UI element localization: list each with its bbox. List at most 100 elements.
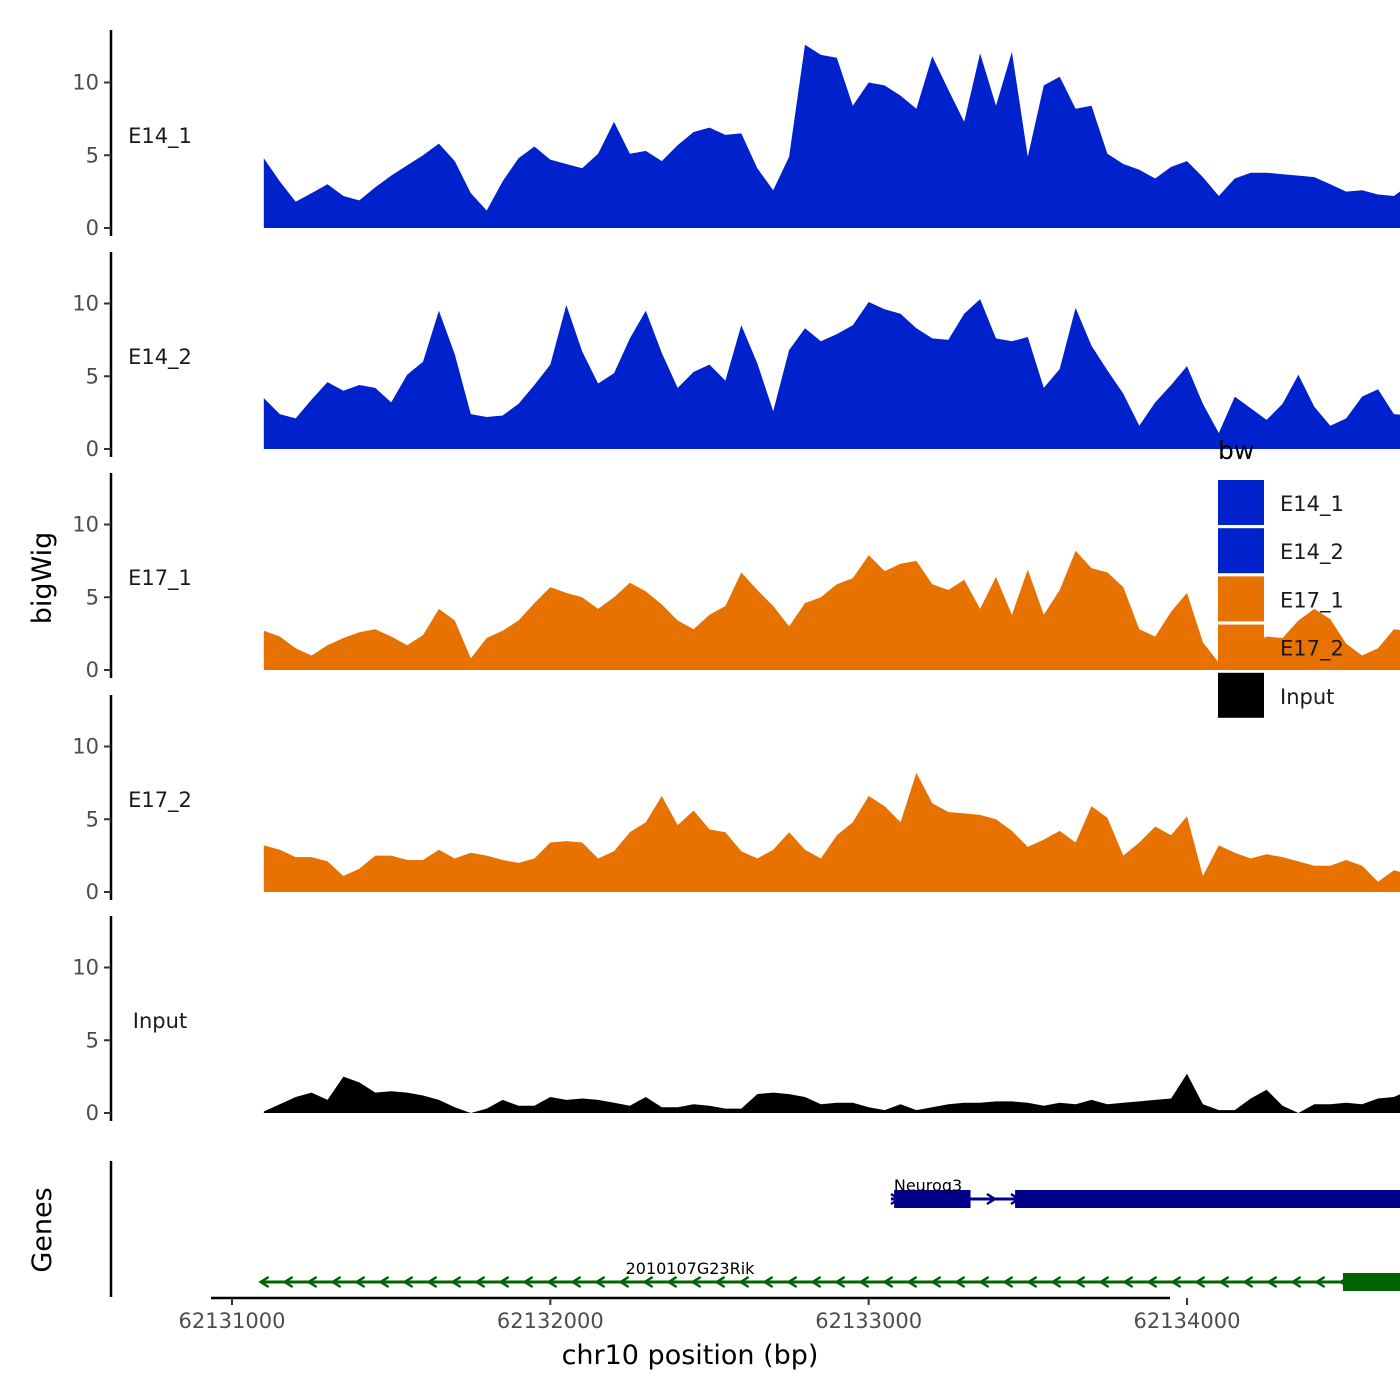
strand-arrow: [906, 1275, 918, 1289]
track-label: E14_1: [128, 124, 192, 149]
y-tick-label: 5: [86, 1028, 99, 1052]
y-tick-label: 0: [86, 658, 99, 682]
legend-title: bw: [1218, 436, 1254, 465]
y-tick-label: 5: [86, 807, 99, 831]
strand-arrow: [522, 1275, 534, 1289]
strand-arrow: [1026, 1275, 1038, 1289]
legend-entry: Input: [1218, 672, 1334, 718]
x-tick-label: 62131000: [179, 1309, 286, 1333]
coverage-area-e14-1: [263, 44, 1400, 228]
strand-arrow: [1194, 1275, 1206, 1289]
strand-arrow: [930, 1275, 942, 1289]
strand-arrow: [1266, 1275, 1278, 1289]
coverage-area-e14-2: [263, 299, 1400, 449]
track-label: E17_1: [128, 566, 192, 591]
x-tick-label: 62132000: [497, 1309, 604, 1333]
strand-arrow: [882, 1275, 894, 1289]
strand-arrow: [986, 1192, 998, 1206]
strand-arrow: [1170, 1275, 1182, 1289]
legend-entry: E17_1: [1218, 576, 1344, 622]
exon-block: [894, 1190, 971, 1208]
y-tick-label: 5: [86, 364, 99, 388]
y-tick-label: 0: [86, 880, 99, 904]
y-tick-label: 10: [72, 513, 99, 537]
legend-entry: E14_1: [1218, 480, 1344, 525]
y-tick-label: 5: [86, 143, 99, 167]
strand-arrow: [1146, 1275, 1158, 1289]
exon-block: [1015, 1190, 1400, 1208]
legend-label: E14_2: [1280, 540, 1344, 565]
strand-arrow: [834, 1275, 846, 1289]
legend-label: Input: [1280, 685, 1334, 709]
strand-arrow: [1074, 1275, 1086, 1289]
strand-arrow: [594, 1275, 606, 1289]
strand-arrow: [1098, 1275, 1110, 1289]
legend-entry: E17_2: [1218, 624, 1344, 670]
y-tick-label: 10: [72, 956, 99, 980]
strand-arrow: [978, 1275, 990, 1289]
strand-arrow: [642, 1275, 654, 1289]
strand-arrow: [1002, 1275, 1014, 1289]
strand-arrow: [546, 1275, 558, 1289]
gene-label: 2010107G23Rik: [626, 1259, 756, 1278]
y-tick-label: 10: [72, 71, 99, 95]
strand-arrow: [1242, 1275, 1254, 1289]
strand-arrow: [762, 1275, 774, 1289]
x-axis-title: chr10 position (bp): [562, 1340, 819, 1371]
gene-label: Neurog3: [894, 1176, 962, 1195]
track-e14-1: 0 5 10 E14_1: [72, 30, 1400, 240]
gene-track: Neurog3 2010107G23Rik: [109, 1161, 1400, 1297]
strand-arrow: [258, 1275, 270, 1289]
legend-label: E17_1: [1280, 588, 1344, 613]
x-axis: 62131000 62132000 62133000 62134000: [179, 1296, 1240, 1333]
strand-arrow: [354, 1275, 366, 1289]
y-tick-label: 5: [86, 585, 99, 609]
legend-swatch: [1218, 576, 1264, 622]
strand-arrow: [954, 1275, 966, 1289]
y-tick-label: 0: [86, 1101, 99, 1125]
strand-arrow: [1122, 1275, 1134, 1289]
legend-label: E17_2: [1280, 637, 1344, 662]
x-tick-label: 62133000: [815, 1309, 922, 1333]
legend-swatch: [1218, 480, 1264, 525]
strand-arrow: [666, 1275, 678, 1289]
strand-arrow: [474, 1275, 486, 1289]
legend-label: E14_1: [1280, 492, 1344, 517]
gene-2010107g23rik: 2010107G23Rik: [258, 1259, 1400, 1291]
strand-arrow: [786, 1275, 798, 1289]
strand-arrow: [306, 1275, 318, 1289]
track-label: E17_2: [128, 788, 192, 813]
strand-arrow: [378, 1275, 390, 1289]
strand-arrow: [618, 1275, 630, 1289]
legend: bw E14_1 E14_2 E17_1 E17_2 Input: [1218, 436, 1344, 718]
strand-arrow: [498, 1275, 510, 1289]
track-label: Input: [133, 1009, 187, 1033]
y-axis-title: bigWig: [27, 532, 58, 625]
strand-arrow: [1218, 1275, 1230, 1289]
y-tick-label: 10: [72, 735, 99, 759]
track-e17-1: 0 5 10 E17_1: [72, 473, 1400, 682]
strand-arrow: [1050, 1275, 1062, 1289]
exon-block: [1342, 1273, 1400, 1291]
strand-arrow: [570, 1275, 582, 1289]
strand-arrow: [330, 1275, 342, 1289]
coverage-tracks: 0 5 10 E14_1 0 5 10 E14_2 0 5 10 E17_1 0 5 10 E17_2 0 5 10…: [72, 30, 1400, 1125]
y-tick-label: 0: [86, 437, 99, 461]
legend-swatch: [1218, 528, 1264, 574]
legend-entry: E14_2: [1218, 528, 1344, 574]
strand-arrow: [858, 1275, 870, 1289]
coverage-area-e17-2: [263, 772, 1400, 892]
track-label: E14_2: [128, 345, 192, 370]
strand-arrow: [1290, 1275, 1302, 1289]
strand-arrow: [714, 1275, 726, 1289]
strand-arrow: [810, 1275, 822, 1289]
coverage-area-e17-1: [263, 550, 1400, 670]
y-tick-label: 0: [86, 216, 99, 240]
legend-swatch: [1218, 624, 1264, 670]
strand-arrow: [450, 1275, 462, 1289]
track-e17-2: 0 5 10 E17_2: [72, 695, 1400, 904]
strand-arrow: [426, 1275, 438, 1289]
strand-arrow: [282, 1275, 294, 1289]
track-input: 0 5 10 Input: [72, 916, 1400, 1125]
